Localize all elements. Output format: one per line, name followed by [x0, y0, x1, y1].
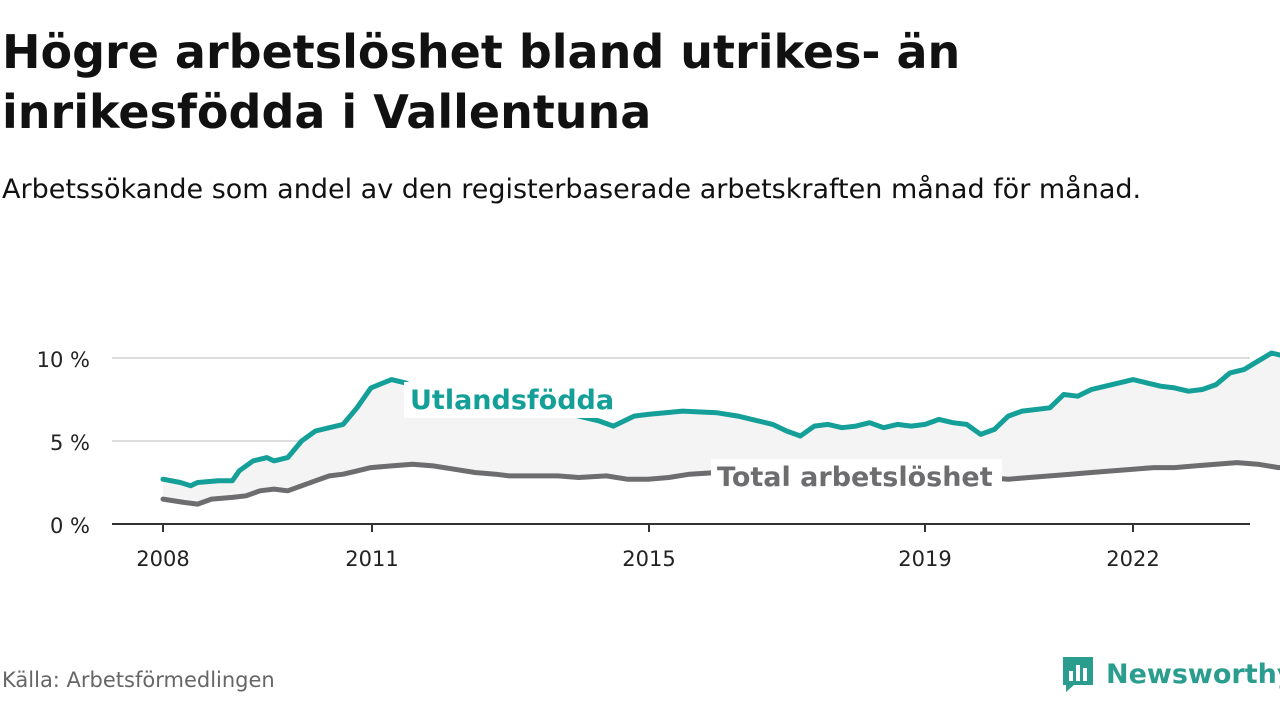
- brand-logo: Newsworthy: [1060, 652, 1280, 696]
- x-tick-label: 2015: [622, 547, 675, 571]
- source-note: Källa: Arbetsförmedlingen: [2, 668, 275, 692]
- chart-title: Högre arbetslöshet bland utrikes- än inr…: [2, 25, 961, 139]
- y-tick-label: 10 %: [37, 348, 90, 372]
- bar-chart-logo-icon: [1063, 657, 1093, 692]
- brand-name: Newsworthy: [1106, 658, 1280, 690]
- series-line-utlandsfodda: [160, 350, 1280, 489]
- series-label-background: [404, 382, 602, 418]
- axes: 2008 2011 2015 2019 2022: [112, 523, 1250, 571]
- x-tick-label: 2008: [136, 547, 189, 571]
- x-tick-label: 2019: [898, 547, 951, 571]
- y-tick-label: 0 %: [50, 514, 90, 538]
- series-label-utlandsfodda: Utlandsfödda: [410, 385, 614, 416]
- x-tick-label: 2022: [1106, 547, 1159, 571]
- series-label-total: Total arbetslöshet: [717, 462, 993, 493]
- y-tick-label: 5 %: [50, 431, 90, 455]
- series-label-background: [711, 459, 1002, 495]
- chart-subtitle: Arbetssökande som andel av den registerb…: [2, 174, 1142, 205]
- line-chart: 0 % 5 % 10 % Utlandsfödda Total arbetslöshe…: [37, 348, 1280, 571]
- x-tick-label: 2011: [345, 547, 398, 571]
